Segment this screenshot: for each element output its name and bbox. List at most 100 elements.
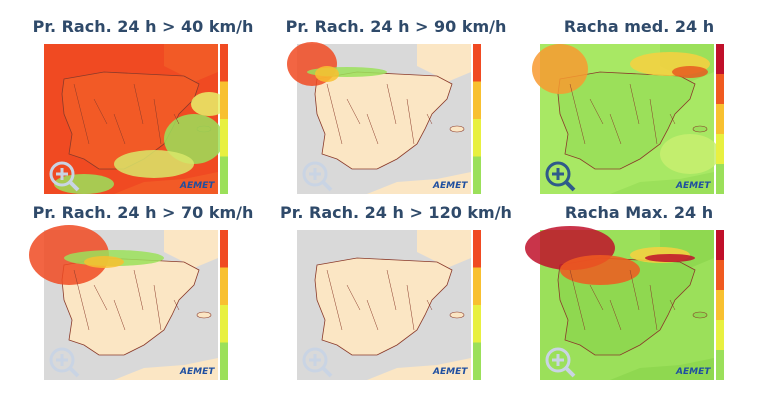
zoom-icon-handle: [564, 180, 576, 192]
zoom-icon-plus: [552, 168, 564, 180]
map-field: [84, 256, 124, 268]
map-france: [164, 44, 218, 82]
map-border: [113, 113, 126, 145]
map-africa: [114, 358, 218, 380]
map-iberia: [314, 71, 453, 170]
panel-title: Pr. Rach. 24 h > 70 km/h: [33, 203, 254, 222]
color-scale: [716, 134, 724, 164]
logo: AEMET: [675, 367, 711, 377]
map-border: [669, 299, 676, 311]
logo: AEMET: [675, 181, 711, 191]
color-scale: [473, 119, 481, 157]
map-africa: [114, 172, 218, 194]
map-field: [54, 174, 114, 194]
zoom-icon: [545, 347, 571, 373]
zoom-icon-plus: [56, 354, 68, 366]
map-border: [569, 269, 586, 331]
map-border: [649, 284, 658, 331]
map-field: [191, 92, 227, 116]
color-scale: [716, 164, 724, 194]
color-scale: [220, 44, 228, 82]
map-border: [426, 113, 433, 125]
map-field: [164, 114, 224, 164]
map-iberia: [314, 257, 453, 356]
color-scale: [220, 342, 228, 380]
zoom-icon-handle: [321, 366, 333, 378]
map-border: [133, 83, 144, 125]
map-island: [449, 311, 465, 319]
map-border: [346, 284, 361, 311]
map-border: [366, 299, 379, 331]
logo: AEMET: [179, 181, 215, 191]
zoom-icon: [302, 161, 328, 187]
map-border: [326, 269, 343, 331]
zoom-icon-plus: [309, 354, 321, 366]
map-border: [629, 83, 640, 125]
map-border: [669, 113, 676, 125]
map-border: [366, 113, 379, 145]
map-border: [73, 269, 90, 331]
map-border: [589, 98, 604, 125]
map-france: [164, 230, 218, 268]
color-scale: [473, 81, 481, 119]
map-border: [73, 83, 90, 145]
zoom-icon-plus: [552, 354, 564, 366]
logo: AEMET: [179, 367, 215, 377]
color-scale: [716, 74, 724, 104]
map-africa: [367, 172, 471, 194]
zoom-icon: [49, 347, 75, 373]
color-scale: [220, 119, 228, 157]
color-scale: [220, 267, 228, 305]
color-scale: [473, 156, 481, 194]
map-thumbnail[interactable]: AEMET: [297, 230, 481, 380]
color-scale: [716, 320, 724, 350]
color-scale: [473, 267, 481, 305]
zoom-icon: [545, 161, 571, 187]
map-field: [114, 150, 194, 178]
map-thumbnail[interactable]: AEMET: [29, 225, 228, 380]
map-field: [315, 66, 339, 82]
panel-title: Pr. Rach. 24 h > 120 km/h: [280, 203, 512, 222]
map-field: [660, 134, 720, 174]
map-africa: [610, 172, 714, 194]
map-thumbnail[interactable]: AEMET: [287, 42, 481, 194]
map-thumbnail[interactable]: AEMET: [532, 44, 724, 194]
map-field: [672, 66, 708, 78]
map-border: [93, 284, 108, 311]
color-scale: [716, 230, 724, 260]
map-border: [346, 98, 361, 125]
logo: AEMET: [432, 181, 468, 191]
map-border: [589, 284, 604, 311]
map-border: [386, 83, 397, 125]
color-scale: [716, 104, 724, 134]
map-thumbnail[interactable]: AEMET: [44, 44, 228, 194]
color-scale: [473, 305, 481, 343]
map-france: [417, 44, 471, 82]
map-field: [645, 254, 695, 262]
color-scale: [220, 230, 228, 268]
map-border: [173, 299, 180, 311]
map-border: [386, 269, 397, 311]
map-thumbnail[interactable]: AEMET: [525, 226, 724, 380]
panel-title: Pr. Rach. 24 h > 90 km/h: [286, 17, 507, 36]
map-island: [692, 311, 708, 319]
color-scale: [220, 81, 228, 119]
map-field: [532, 44, 588, 94]
map-border: [326, 83, 343, 145]
map-iberia: [61, 257, 200, 356]
color-scale: [473, 342, 481, 380]
zoom-icon-handle: [321, 180, 333, 192]
map-island: [196, 311, 212, 319]
map-border: [426, 299, 433, 311]
map-africa: [610, 358, 714, 380]
color-scale: [716, 44, 724, 74]
logo: AEMET: [432, 367, 468, 377]
zoom-icon-handle: [68, 366, 80, 378]
map-island: [692, 125, 708, 133]
map-africa: [367, 358, 471, 380]
map-border: [406, 284, 415, 331]
map-border: [629, 269, 640, 311]
zoom-icon-handle: [564, 366, 576, 378]
